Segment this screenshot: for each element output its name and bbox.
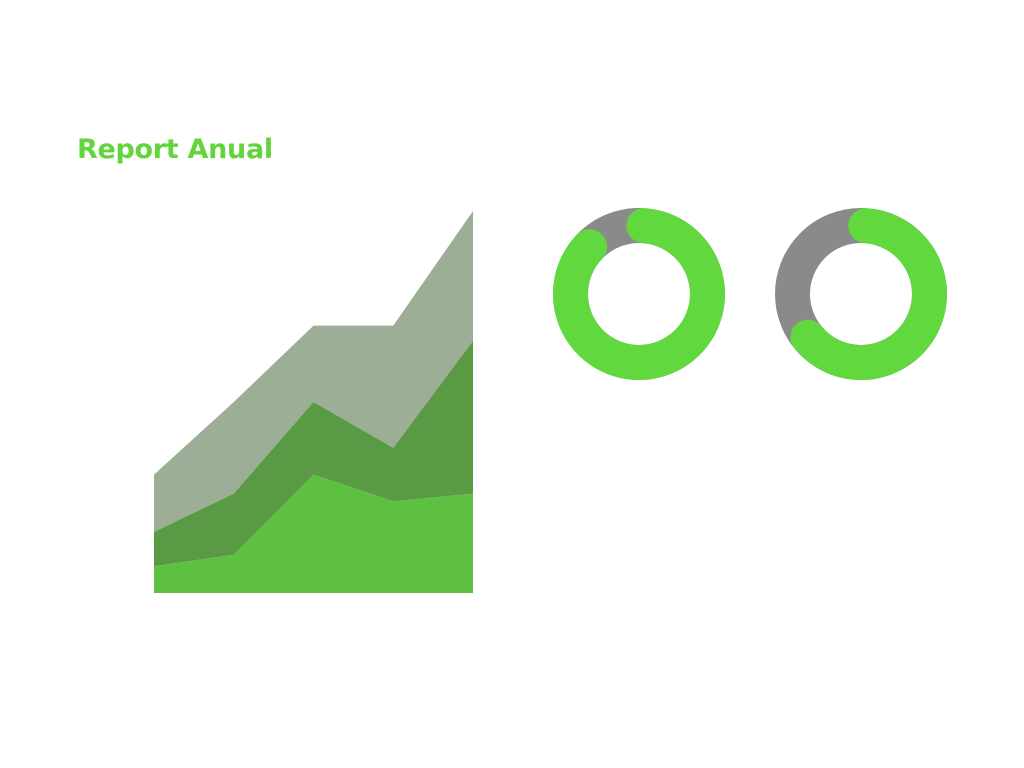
area-series-1	[154, 474, 473, 593]
page-title: Report Anual	[77, 134, 273, 165]
donut-value-slice	[775, 208, 947, 380]
area-series-3	[154, 211, 473, 532]
donut-chart-1	[553, 208, 725, 380]
donut-chart-2	[775, 208, 947, 380]
stacked-area-chart	[154, 211, 473, 593]
area-series-2	[154, 340, 473, 567]
donut-value-slice	[553, 208, 725, 380]
